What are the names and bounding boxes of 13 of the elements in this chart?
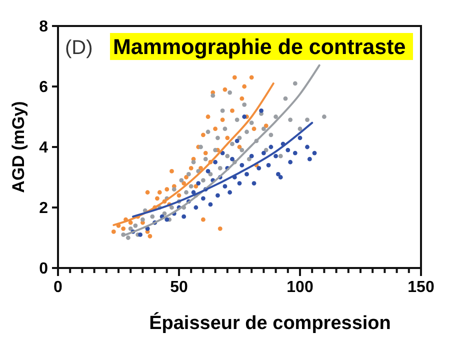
y-axis-title: AGD (mGy) — [9, 101, 28, 193]
x-axis-title: Épaisseur de compression — [149, 312, 391, 334]
y-tick-label: 0 — [39, 260, 48, 278]
y-tick-label: 8 — [39, 18, 48, 36]
chart-title: Mammographie de contraste — [113, 35, 406, 59]
y-tick-label: 6 — [39, 79, 48, 96]
x-tick-label: 150 — [408, 279, 434, 296]
x-tick-label: 100 — [286, 279, 314, 296]
y-tick-label: 2 — [39, 200, 48, 218]
annotation: (D) — [65, 37, 93, 59]
x-tick-label: 50 — [170, 279, 188, 296]
y-tick-label: 4 — [39, 140, 48, 157]
x-tick-label: 0 — [54, 279, 63, 296]
